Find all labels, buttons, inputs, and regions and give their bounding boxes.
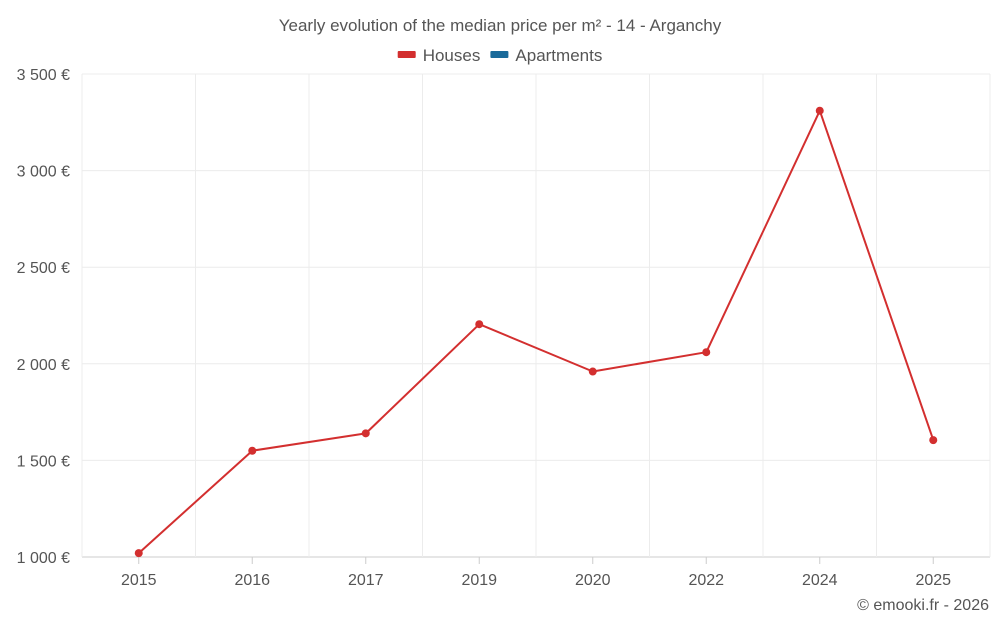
data-point [134,549,143,558]
legend-swatch [490,51,509,58]
x-tick-label: 2022 [688,572,724,589]
x-tick-label: 2019 [461,572,497,589]
legend: Houses Apartments [397,46,602,65]
x-tick-label: 2015 [121,572,157,589]
grid [81,73,991,558]
series-layer [134,106,938,558]
x-tick-label: 2025 [915,572,951,589]
data-point [815,106,824,115]
data-point [702,348,711,357]
legend-item-apartments: Apartments [490,46,602,65]
legend-swatch [397,51,416,58]
y-tick-label: 3 000 € [17,164,70,181]
data-point [475,320,484,329]
x-tick-label: 2024 [802,572,838,589]
legend-label: Houses [423,46,481,65]
y-tick-label: 2 500 € [17,260,70,277]
legend-item-houses: Houses [397,46,481,65]
legend-label: Apartments [515,46,602,65]
x-tick-label: 2017 [348,572,384,589]
x-tick-label: 2016 [234,572,270,589]
x-tick-label: 2020 [575,572,611,589]
y-axis: 1 000 € 1 500 € 2 000 € 2 500 € 3 000 € 3 500… [17,67,70,567]
y-tick-label: 1 500 € [17,453,70,470]
y-tick-label: 1 000 € [17,550,70,567]
y-tick-label: 2 000 € [17,357,70,374]
y-tick-label: 3 500 € [17,67,70,84]
data-point [588,367,597,376]
series-line-houses [138,109,935,554]
data-point [361,429,370,438]
chart-title: Yearly evolution of the median price per… [279,16,722,35]
credit-text: © emooki.fr - 2026 [857,597,989,614]
data-point [929,436,938,445]
data-point [248,446,257,455]
x-axis: 2015 2016 2017 2019 2020 2022 2024 2025 [121,557,951,589]
